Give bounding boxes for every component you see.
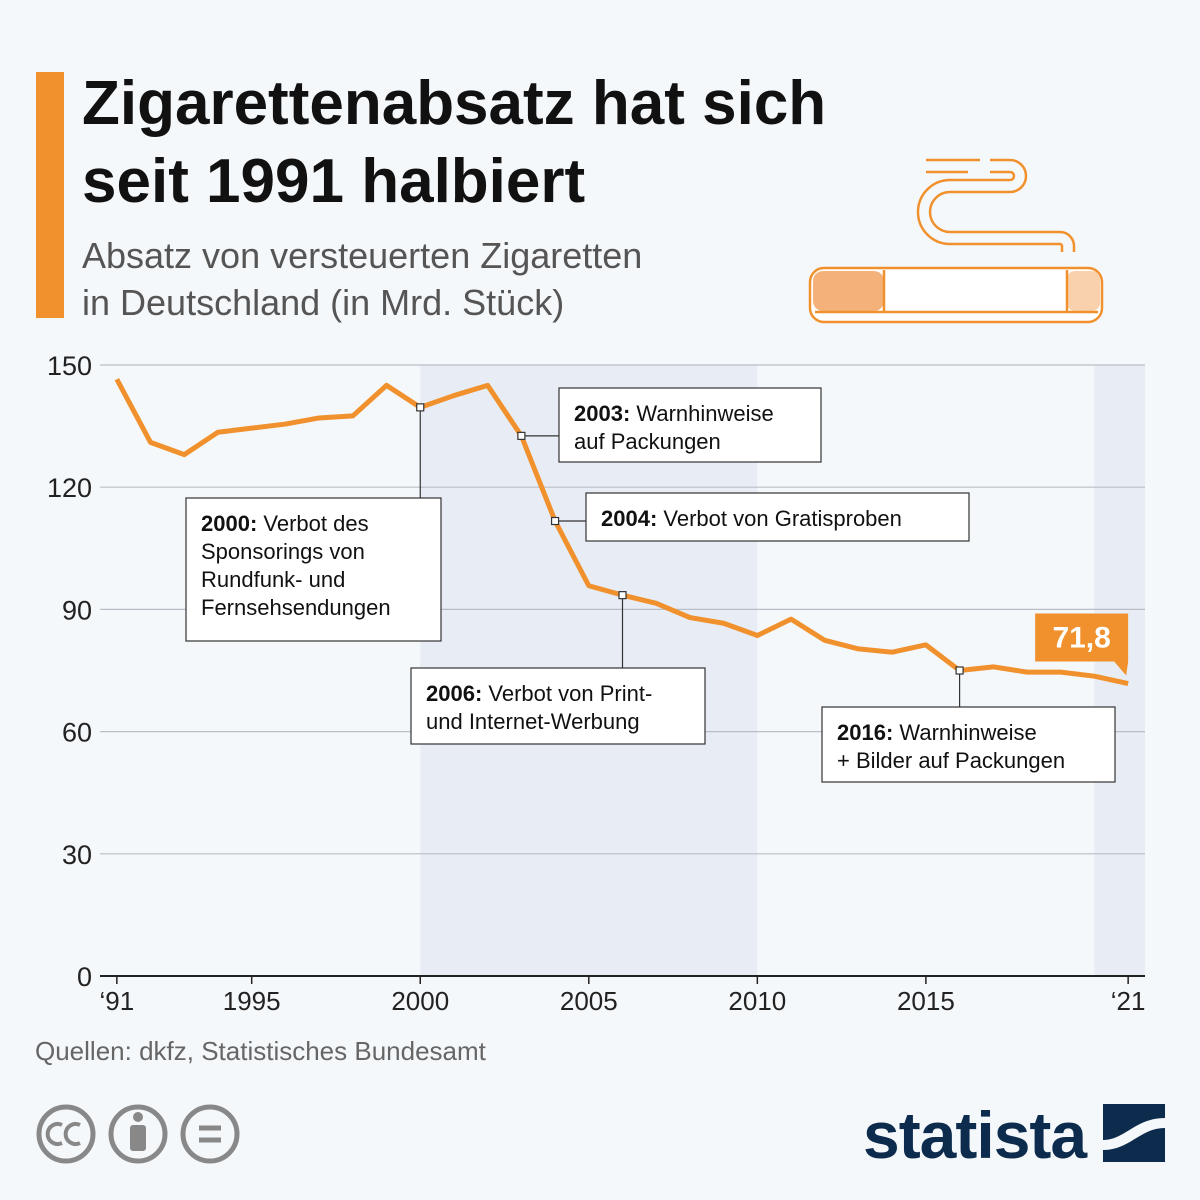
x-tick-label: 2010: [728, 986, 786, 1016]
annotation-line: und Internet-Werbung: [426, 709, 640, 734]
cigarette-icon: [808, 158, 1104, 324]
annotation: 2000: Verbot des Sponsorings von Rundfunk-…: [185, 403, 442, 642]
annotation-line: Verbot von Gratisproben: [663, 506, 901, 531]
brand-mark: [1103, 1104, 1165, 1162]
y-tick-label: 0: [77, 962, 92, 992]
annotation-year: 2006:: [426, 681, 482, 706]
annotation-box: [821, 706, 1116, 783]
source: Quellen: dkfz, Statistisches Bundesamt: [35, 1036, 487, 1066]
y-tick-label: 60: [62, 718, 92, 748]
x-tick-label: 2015: [897, 986, 955, 1016]
y-tick-label: 120: [47, 473, 92, 503]
annotation-text: 2006: Verbot von Print-: [426, 681, 652, 706]
annotation-text: auf Packungen: [574, 429, 721, 454]
annotation-text: + Bilder auf Packungen: [837, 748, 1065, 773]
annotation: 2016: Warnhinweise + Bilder auf Packungen: [821, 666, 1116, 783]
y-tick-label: 30: [62, 840, 92, 870]
annotation-text: Fernsehsendungen: [201, 595, 391, 620]
annotation-text: 2003: Warnhinweise: [574, 401, 774, 426]
license-icons: [36, 1104, 240, 1164]
annotation-text: und Internet-Werbung: [426, 709, 640, 734]
annotation-year: 2003:: [574, 401, 630, 426]
annotation-marker: [618, 591, 627, 600]
annotation-line: Verbot des: [263, 511, 368, 536]
annotation-year: 2016:: [837, 720, 893, 745]
chart-subtitle: in Deutschland (in Mrd. Stück): [82, 282, 564, 323]
annotation-box: [585, 492, 970, 542]
annotation-line: + Bilder auf Packungen: [837, 748, 1065, 773]
annotation-marker: [550, 516, 560, 526]
annotation-year: 2000:: [201, 511, 257, 536]
accent-bar: [36, 72, 64, 318]
annotation: 2003: Warnhinweise auf Packungen: [517, 387, 822, 463]
annotation-line: auf Packungen: [574, 429, 721, 454]
annotation-text: 2004: Verbot von Gratisproben: [601, 506, 902, 531]
annotation-box: [185, 497, 442, 642]
x-tick-label: ‘91: [100, 986, 135, 1016]
annotation-text: 2016: Warnhinweise: [837, 720, 1037, 745]
annotation-box: [558, 387, 822, 463]
annotation-line: Rundfunk- und: [201, 567, 345, 592]
chart-title: Zigarettenabsatz hat sich: [82, 69, 826, 138]
value-label: 71,8: [1052, 622, 1110, 655]
annotation-text: 2000: Verbot des: [201, 511, 369, 536]
annotation: 2004: Verbot von Gratisproben: [550, 492, 970, 542]
annotation-marker: [416, 403, 425, 412]
annotation-box: [410, 667, 706, 745]
annotation-line: Warnhinweise: [636, 401, 773, 426]
y-tick-label: 90: [62, 595, 92, 625]
annotation-line: Fernsehsendungen: [201, 595, 391, 620]
x-tick-label: 2005: [560, 986, 618, 1016]
shaded-range: [1094, 365, 1145, 976]
annotation: 2006: Verbot von Print-und Internet-Werb…: [410, 591, 706, 745]
annotation-marker: [955, 666, 964, 675]
annotation-marker: [517, 431, 526, 440]
annotation-line: Verbot von Print-: [488, 681, 652, 706]
annotation-line: Warnhinweise: [899, 720, 1036, 745]
brand-logo: statista: [863, 1098, 1088, 1172]
value-label-box: [1035, 613, 1129, 676]
chart-subtitle: Absatz von versteuerten Zigaretten: [82, 235, 642, 276]
chart-title: seit 1991 halbiert: [82, 147, 585, 216]
x-tick-label: 1995: [223, 986, 281, 1016]
annotation-text: Sponsorings von: [201, 539, 365, 564]
x-tick-label: ‘21: [1111, 986, 1146, 1016]
x-tick-label: 2000: [391, 986, 449, 1016]
annotation-year: 2004:: [601, 506, 657, 531]
annotation-text: Rundfunk- und: [201, 567, 345, 592]
annotation-line: Sponsorings von: [201, 539, 365, 564]
y-tick-label: 150: [47, 351, 92, 381]
